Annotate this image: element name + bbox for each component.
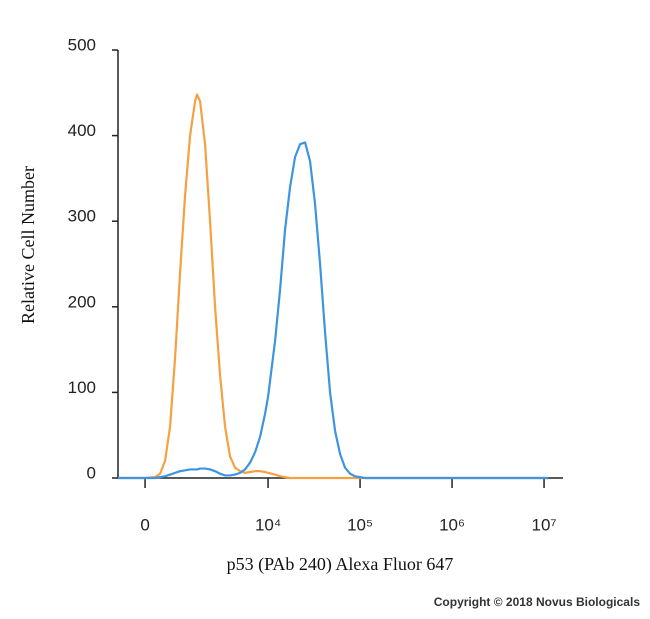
x-tick-label: 10⁵ bbox=[347, 515, 373, 534]
x-axis-title: p53 (PAb 240) Alexa Fluor 647 bbox=[227, 554, 454, 575]
y-tick-label: 0 bbox=[87, 463, 96, 482]
histogram-line bbox=[118, 141, 548, 480]
y-tick-label: 400 bbox=[68, 121, 96, 140]
copyright: Copyright © 2018 Novus Biologicals bbox=[434, 595, 641, 609]
x-tick-label: 10⁴ bbox=[255, 515, 281, 534]
y-axis-title: Relative Cell Number bbox=[18, 166, 38, 324]
histogram-line bbox=[118, 93, 548, 480]
y-tick-label: 200 bbox=[68, 292, 96, 311]
x-tick-label: 0 bbox=[140, 515, 149, 534]
x-tick-label: 10⁶ bbox=[439, 515, 465, 534]
x-tick-label: 10⁷ bbox=[532, 515, 557, 534]
y-tick-label: 300 bbox=[68, 207, 96, 226]
y-tick-label: 500 bbox=[68, 35, 96, 54]
y-tick-label: 100 bbox=[68, 378, 96, 397]
